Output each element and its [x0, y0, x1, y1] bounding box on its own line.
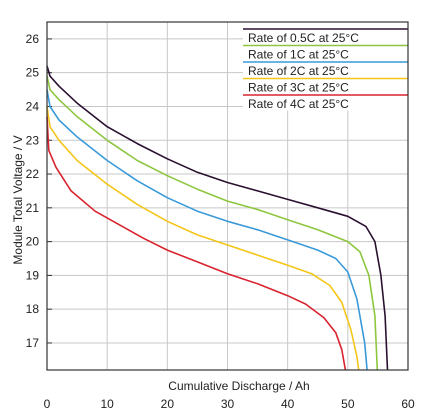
y-tick-label: 21	[26, 201, 40, 215]
y-tick-label: 17	[26, 336, 40, 350]
series-line-4	[46, 116, 347, 371]
legend-label-1: Rate of 1C at 25°C	[248, 48, 349, 62]
series-line-3	[46, 106, 360, 371]
series-line-2	[46, 89, 368, 371]
y-tick-label: 23	[26, 133, 40, 147]
series-line-1	[46, 75, 379, 371]
x-tick-label: 40	[281, 397, 295, 411]
x-tick-label: 60	[401, 397, 415, 411]
legend-label-4: Rate of 4C at 25°C	[248, 97, 349, 111]
plot-border	[46, 21, 409, 371]
y-tick-label: 19	[26, 268, 40, 282]
plot-frame	[46, 21, 409, 371]
x-tick-label: 10	[100, 397, 114, 411]
y-tick-label: 22	[26, 167, 40, 181]
legend-label-2: Rate of 2C at 25°C	[248, 64, 349, 78]
y-tick-label: 20	[26, 235, 40, 249]
y-tick-label: 18	[26, 302, 40, 316]
x-tick-label: 0	[44, 397, 51, 411]
legend-label-0: Rate of 0.5C at 25°C	[248, 31, 359, 45]
x-tick-label: 50	[341, 397, 355, 411]
y-tick-label: 24	[26, 99, 40, 113]
x-tick-label: 20	[161, 397, 175, 411]
series-line-0	[46, 65, 389, 371]
y-tick-label: 25	[26, 66, 40, 80]
legend: Rate of 0.5C at 25°C Rate of 1C at 25°C Ra…	[243, 22, 408, 111]
legend-label-3: Rate of 3C at 25°C	[248, 81, 349, 95]
y-axis-label: Module Total Voltage / V	[11, 135, 25, 264]
x-axis-label: Cumulative Discharge / Ah	[168, 379, 309, 393]
y-tick-label: 26	[26, 32, 40, 46]
tick-labels: 0 10 20 30 40 50 60 17 18 19 20 21 22 23 24 25 26	[26, 32, 415, 411]
series-lines	[46, 65, 389, 371]
x-tick-label: 30	[221, 397, 235, 411]
